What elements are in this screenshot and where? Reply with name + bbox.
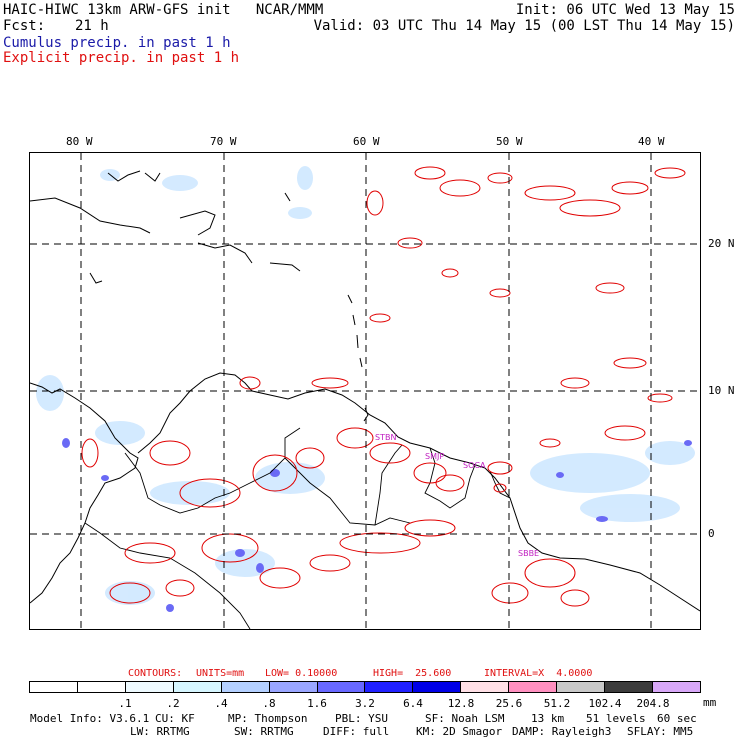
lon-label-50w: 50 W — [496, 135, 523, 148]
color-bar-swatch — [557, 682, 606, 692]
contours-label: CONTOURS: — [128, 668, 183, 679]
contours-units: UNITS=mm — [196, 668, 245, 679]
color-bar-swatch — [125, 682, 174, 692]
color-bar-unit: mm — [703, 696, 717, 709]
sw-scheme: SW: RRTMG — [234, 725, 294, 738]
plot-title: HAIC-HIWC 13km ARW-GFS init NCAR/MMM — [3, 2, 324, 18]
color-bar-swatch — [77, 682, 126, 692]
color-bar-label: 12.8 — [447, 697, 475, 710]
map-canvas: STBN SMJP SOCA SBBE — [29, 153, 701, 630]
coastlines — [29, 170, 701, 612]
station-smjp: SMJP — [425, 452, 444, 461]
levels: 51 levels — [586, 712, 646, 725]
color-bar-label: 204.8 — [636, 697, 670, 710]
lon-label-60w: 60 W — [353, 135, 380, 148]
lat-label-20n: 20 N — [708, 237, 735, 250]
color-bar-swatch — [652, 682, 700, 692]
color-bar-label: .1 — [118, 697, 132, 710]
contours-interval: INTERVAL=X 4.0000 — [484, 668, 593, 679]
sflay-scheme: SFLAY: MM5 — [627, 725, 694, 738]
color-bar-swatch — [605, 682, 653, 692]
color-bar-swatch — [461, 682, 510, 692]
color-bar-swatch — [269, 682, 318, 692]
station-sbbe: SBBE — [518, 549, 539, 558]
station-stbn: STBN — [375, 433, 396, 442]
mp-scheme: MP: Thompson — [228, 712, 308, 725]
cumulus-shading — [36, 166, 695, 605]
color-bar-label: 3.2 — [355, 697, 375, 710]
color-bar-label: 51.2 — [543, 697, 571, 710]
damp-scheme: DAMP: Rayleigh3 — [512, 725, 612, 738]
color-bar-swatch — [221, 682, 270, 692]
timestep: 60 sec — [657, 712, 697, 725]
valid-time: Valid: 03 UTC Thu 14 May 15 (00 LST Thu … — [313, 18, 735, 34]
color-bar-swatch — [509, 682, 558, 692]
sf-scheme: SF: Noah LSM — [425, 712, 505, 725]
color-bar-swatch — [173, 682, 222, 692]
resolution: 13 km — [531, 712, 565, 725]
lon-label-80w: 80 W — [66, 135, 93, 148]
contours-high: HIGH= 25.600 — [373, 668, 452, 679]
color-bar-label: 6.4 — [403, 697, 423, 710]
stations: STBN SMJP SOCA SBBE — [375, 433, 539, 558]
legend-cumulus: Cumulus precip. in past 1 h — [3, 35, 231, 51]
graticule — [30, 153, 700, 629]
forecast-hour: 21 h — [75, 18, 109, 34]
lw-scheme: LW: RRTMG — [130, 725, 190, 738]
lon-label-40w: 40 W — [638, 135, 665, 148]
color-bar-swatch — [30, 682, 78, 692]
forecast-label: Fcst: — [3, 18, 46, 34]
station-soca: SOCA — [463, 461, 486, 470]
color-bar-label: .2 — [166, 697, 180, 710]
init-time: Init: 06 UTC Wed 13 May 15 — [515, 2, 735, 18]
color-bar — [29, 681, 701, 693]
legend-explicit: Explicit precip. in past 1 h — [3, 50, 240, 66]
color-bar-swatch — [317, 682, 366, 692]
color-bar-swatch — [413, 682, 462, 692]
km-scheme: KM: 2D Smagor — [416, 725, 503, 738]
precip-map: STBN SMJP SOCA SBBE — [29, 152, 701, 630]
diff-scheme: DIFF: full — [323, 725, 390, 738]
explicit-contours — [81, 166, 686, 607]
color-bar-label: 102.4 — [588, 697, 622, 710]
model-info: Model Info: V3.6.1 — [30, 712, 150, 725]
color-bar-label: .4 — [214, 697, 228, 710]
lon-label-70w: 70 W — [210, 135, 237, 148]
borders — [84, 427, 511, 630]
color-bar-label: 1.6 — [307, 697, 327, 710]
contours-low: LOW= 0.10000 — [265, 668, 338, 679]
color-bar-label: 25.6 — [495, 697, 523, 710]
lat-label-equator: 0 — [708, 527, 715, 540]
cu-scheme: CU: KF — [155, 712, 195, 725]
pbl-scheme: PBL: YSU — [335, 712, 388, 725]
cumulus-intense — [62, 438, 692, 612]
lat-label-10n: 10 N — [708, 384, 735, 397]
color-bar-swatch — [365, 682, 414, 692]
color-bar-label: .8 — [262, 697, 276, 710]
